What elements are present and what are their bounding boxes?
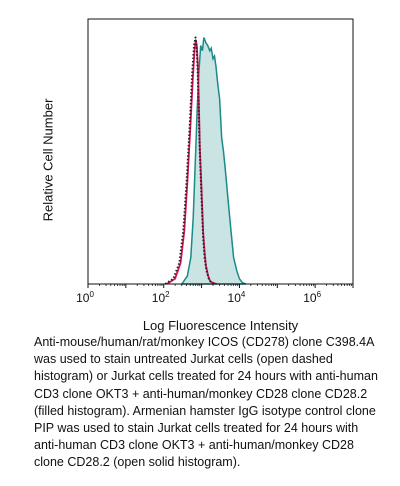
histogram-chart: 100 102 104 106 — [76, 18, 354, 305]
plot-frame — [87, 18, 354, 285]
x-tick-label: 104 — [228, 290, 246, 305]
x-tick-label: 106 — [303, 290, 321, 305]
figure-caption: Anti-mouse/human/rat/monkey ICOS (CD278)… — [34, 335, 378, 470]
x-tick-label: 102 — [152, 290, 170, 305]
x-tick-label: 100 — [76, 290, 94, 305]
filled-histogram — [180, 37, 247, 285]
y-axis-label: Relative Cell Number — [40, 98, 56, 222]
x-axis-label: Log Fluorescence Intensity — [142, 318, 299, 333]
dotted-histogram — [164, 36, 215, 285]
